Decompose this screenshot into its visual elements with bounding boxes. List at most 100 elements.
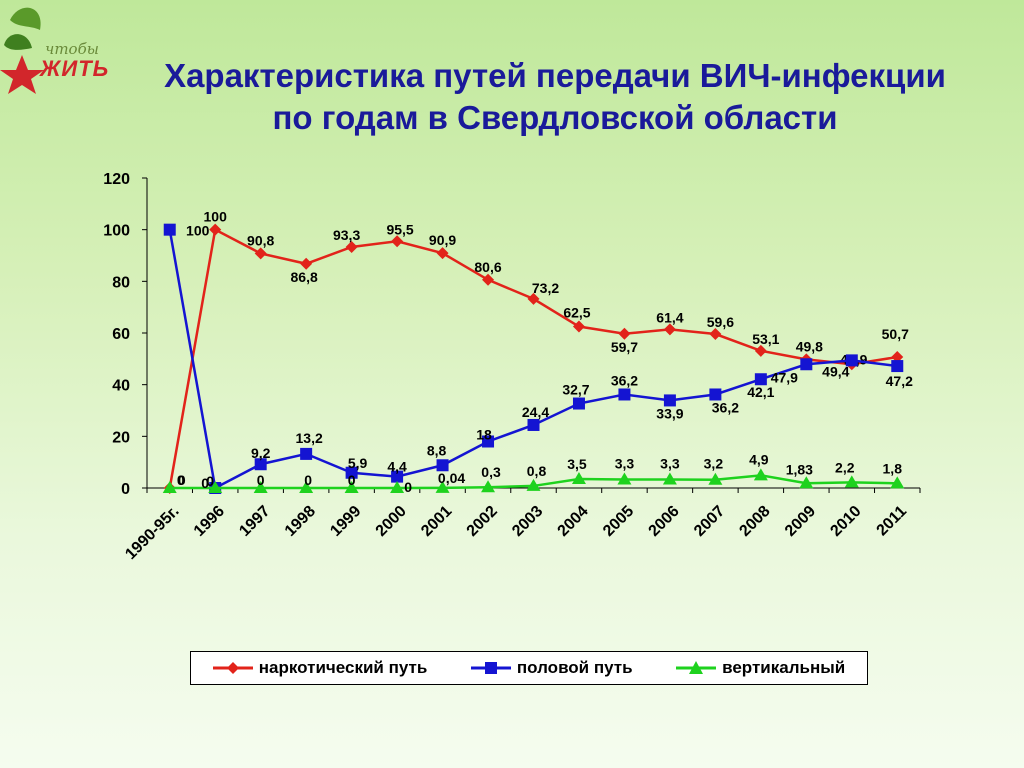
blue-square-line-icon (470, 662, 511, 674)
marker-square (891, 360, 904, 373)
data-label: 0,8 (527, 463, 547, 479)
data-label: 80,6 (474, 259, 501, 275)
marker-square (482, 435, 495, 448)
data-label: 59,6 (707, 314, 734, 330)
marker-square (663, 394, 676, 407)
x-tick-label: 1998 (282, 503, 319, 540)
marker-square (845, 354, 858, 367)
marker-diamond (436, 247, 449, 260)
data-label: 9,2 (251, 445, 271, 461)
marker-square (754, 373, 767, 386)
marker-square (572, 397, 585, 410)
data-label: 53,1 (752, 331, 779, 347)
y-tick-label: 0 (121, 481, 130, 498)
marker-square (163, 223, 176, 236)
marker-diamond (300, 257, 313, 270)
chart-legend: наркотический путь половой путь вертикал… (190, 651, 868, 685)
marker-triangle (890, 476, 905, 489)
marker-triangle (390, 481, 405, 493)
data-label: 2,2 (835, 459, 855, 475)
marker-triangle (799, 476, 814, 489)
logo: чтобы ЖИТЬ (0, 0, 120, 100)
marker-triangle (617, 472, 632, 485)
data-label: 49,8 (796, 338, 823, 354)
data-label: 0 (206, 473, 214, 489)
data-label: 33,9 (656, 405, 683, 421)
marker-square (709, 388, 722, 401)
data-label: 90,8 (247, 232, 274, 248)
marker-triangle (571, 471, 586, 484)
marker-diamond (572, 320, 585, 333)
legend-label-vertical: вертикальный (722, 658, 846, 677)
x-tick-label: 2008 (736, 503, 773, 540)
x-tick-label: 2001 (418, 503, 455, 540)
data-label: 3,3 (660, 455, 680, 471)
legend-item-vertical: вертикальный (676, 658, 845, 678)
data-label: 36,2 (611, 372, 638, 388)
data-label: 0 (201, 475, 209, 491)
marker-triangle (753, 468, 768, 481)
data-label: 0 (348, 472, 356, 488)
red-diamond-line-icon (212, 662, 253, 674)
data-label: 0 (257, 472, 265, 488)
marker-triangle (844, 475, 859, 488)
data-label: 13,2 (296, 430, 323, 446)
data-label: 32,7 (562, 382, 589, 398)
title-line-2: по годам в Свердловской области (272, 99, 838, 136)
marker-triangle (481, 480, 496, 493)
x-tick-label: 2010 (827, 503, 864, 540)
marker-diamond (891, 351, 904, 364)
x-tick-label: 2007 (691, 503, 728, 540)
marker-square (618, 388, 631, 401)
series-line-0 (168, 227, 898, 489)
data-label: 47,9 (771, 369, 798, 385)
marker-triangle (253, 481, 268, 493)
title-line-1: Характеристика путей передачи ВИЧ-инфекц… (164, 57, 946, 94)
data-label: 95,5 (386, 221, 413, 237)
marker-square (436, 459, 449, 472)
marker-diamond (391, 235, 404, 248)
data-label: 5,9 (348, 455, 368, 471)
data-label: 8,8 (427, 442, 447, 458)
logo-small-text: чтобы (45, 40, 99, 58)
marker-triangle (344, 481, 359, 493)
marker-diamond (209, 223, 222, 236)
marker-square (391, 470, 404, 483)
marker-triangle (208, 481, 223, 493)
data-label: 90,9 (429, 232, 456, 248)
x-tick-label: 2004 (555, 503, 592, 540)
data-label: 0 (404, 479, 412, 495)
y-tick-label: 100 (103, 223, 130, 240)
leaf-star-icon (0, 7, 44, 94)
data-label: 73,2 (532, 280, 559, 296)
data-label: 50,7 (882, 326, 909, 342)
marker-triangle (299, 481, 314, 493)
logo-big-text: ЖИТЬ (40, 56, 110, 81)
x-tick-label: 2006 (646, 503, 683, 540)
x-tick-label: 2000 (373, 503, 410, 540)
marker-diamond (345, 240, 358, 253)
data-label: 59,7 (611, 339, 638, 355)
data-label: 47,2 (886, 373, 913, 389)
y-tick-label: 20 (112, 429, 130, 446)
marker-square (254, 458, 267, 471)
data-label: 1,8 (883, 460, 903, 476)
green-triangle-line-icon (676, 661, 717, 674)
marker-diamond (754, 344, 767, 357)
data-label: 0,04 (438, 470, 465, 486)
page-title: Характеристика путей передачи ВИЧ-инфекц… (100, 55, 1010, 139)
data-label: 100 (204, 209, 228, 225)
data-label: 18 (476, 427, 492, 443)
x-tick-label: 1997 (236, 503, 273, 540)
marker-square (300, 447, 313, 460)
x-tick-label: 2011 (874, 503, 911, 540)
data-label: 36,2 (712, 399, 739, 415)
x-tick-label: 2003 (509, 503, 546, 540)
marker-square (527, 418, 540, 431)
marker-square (800, 358, 813, 371)
marker-triangle (162, 481, 177, 493)
data-label: 100 (186, 223, 210, 239)
data-label: 1,83 (786, 461, 813, 477)
data-label: 3,3 (615, 455, 635, 471)
data-label: 0 (177, 472, 185, 488)
